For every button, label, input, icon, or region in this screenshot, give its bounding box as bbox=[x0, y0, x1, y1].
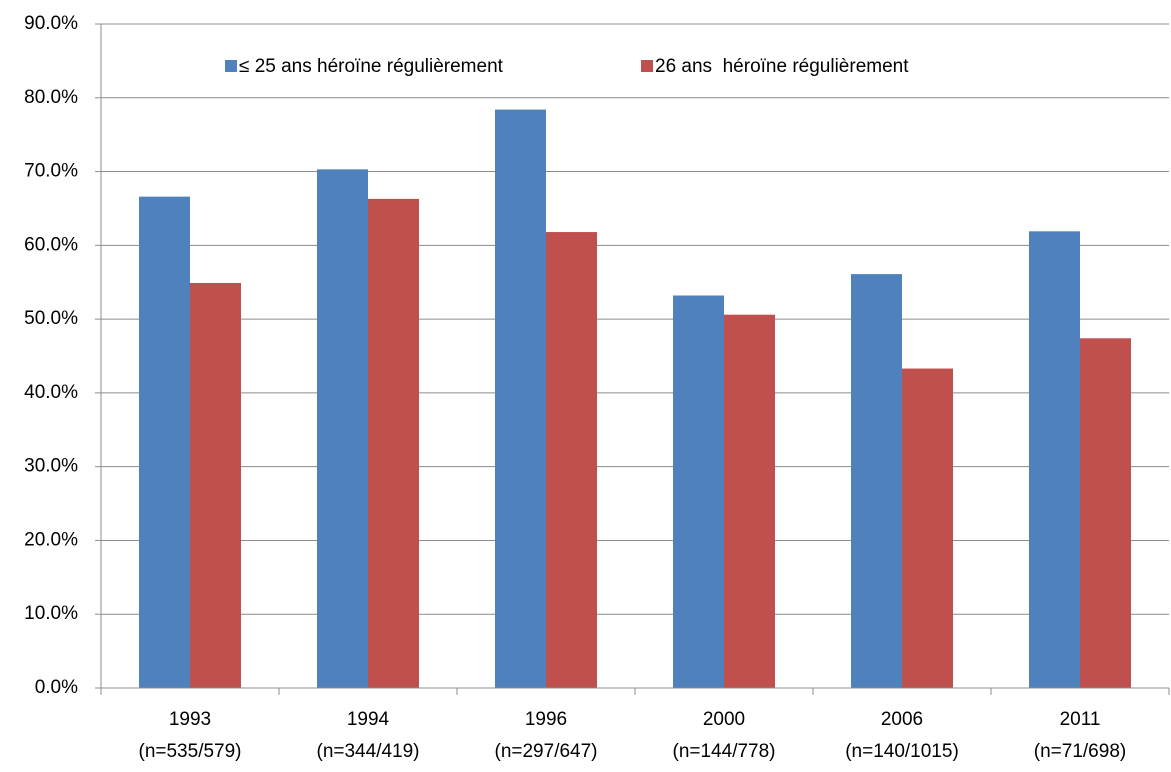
bar bbox=[546, 232, 597, 688]
bar bbox=[673, 295, 724, 688]
x-tick-label: (n=144/778) bbox=[673, 741, 776, 762]
x-tick-label: 1994 bbox=[347, 709, 390, 730]
bar bbox=[139, 196, 190, 688]
legend-swatch bbox=[225, 60, 237, 72]
legend-swatch bbox=[641, 60, 653, 72]
x-tick-label: (n=344/419) bbox=[317, 741, 420, 762]
bar bbox=[1080, 338, 1131, 688]
bar bbox=[1029, 231, 1080, 688]
y-tick-label: 50.0% bbox=[24, 308, 78, 329]
x-tick-label: 1993 bbox=[169, 709, 211, 730]
y-tick-label: 30.0% bbox=[24, 456, 78, 477]
bar bbox=[902, 368, 953, 688]
bar bbox=[851, 274, 902, 688]
y-tick-label: 40.0% bbox=[24, 382, 78, 403]
x-tick-label: 2006 bbox=[881, 709, 923, 730]
bar bbox=[495, 109, 546, 689]
bar bbox=[724, 314, 775, 688]
bar bbox=[190, 282, 241, 688]
x-tick-label: 1996 bbox=[525, 709, 567, 730]
y-tick-label: 80.0% bbox=[24, 87, 78, 108]
bar bbox=[317, 169, 368, 688]
y-tick-label: 60.0% bbox=[24, 234, 78, 255]
y-tick-label: 20.0% bbox=[24, 529, 78, 550]
bar bbox=[368, 198, 419, 688]
x-tick-label: 2011 bbox=[1060, 709, 1101, 730]
x-tick-label: (n=71/698) bbox=[1034, 741, 1126, 762]
y-tick-label: 90.0% bbox=[24, 13, 78, 34]
y-tick-label: 0.0% bbox=[35, 677, 78, 698]
legend-label: 26 ans héroïne régulièrement bbox=[655, 56, 909, 77]
legend-label: ≤ 25 ans héroïne régulièrement bbox=[239, 56, 504, 77]
x-tick-label: (n=140/1015) bbox=[845, 741, 959, 762]
y-tick-label: 10.0% bbox=[24, 603, 78, 624]
y-tick-label: 70.0% bbox=[24, 161, 78, 182]
x-tick-label: (n=297/647) bbox=[495, 741, 598, 762]
x-tick-label: (n=535/579) bbox=[139, 741, 242, 762]
x-tick-label: 2000 bbox=[703, 709, 745, 730]
